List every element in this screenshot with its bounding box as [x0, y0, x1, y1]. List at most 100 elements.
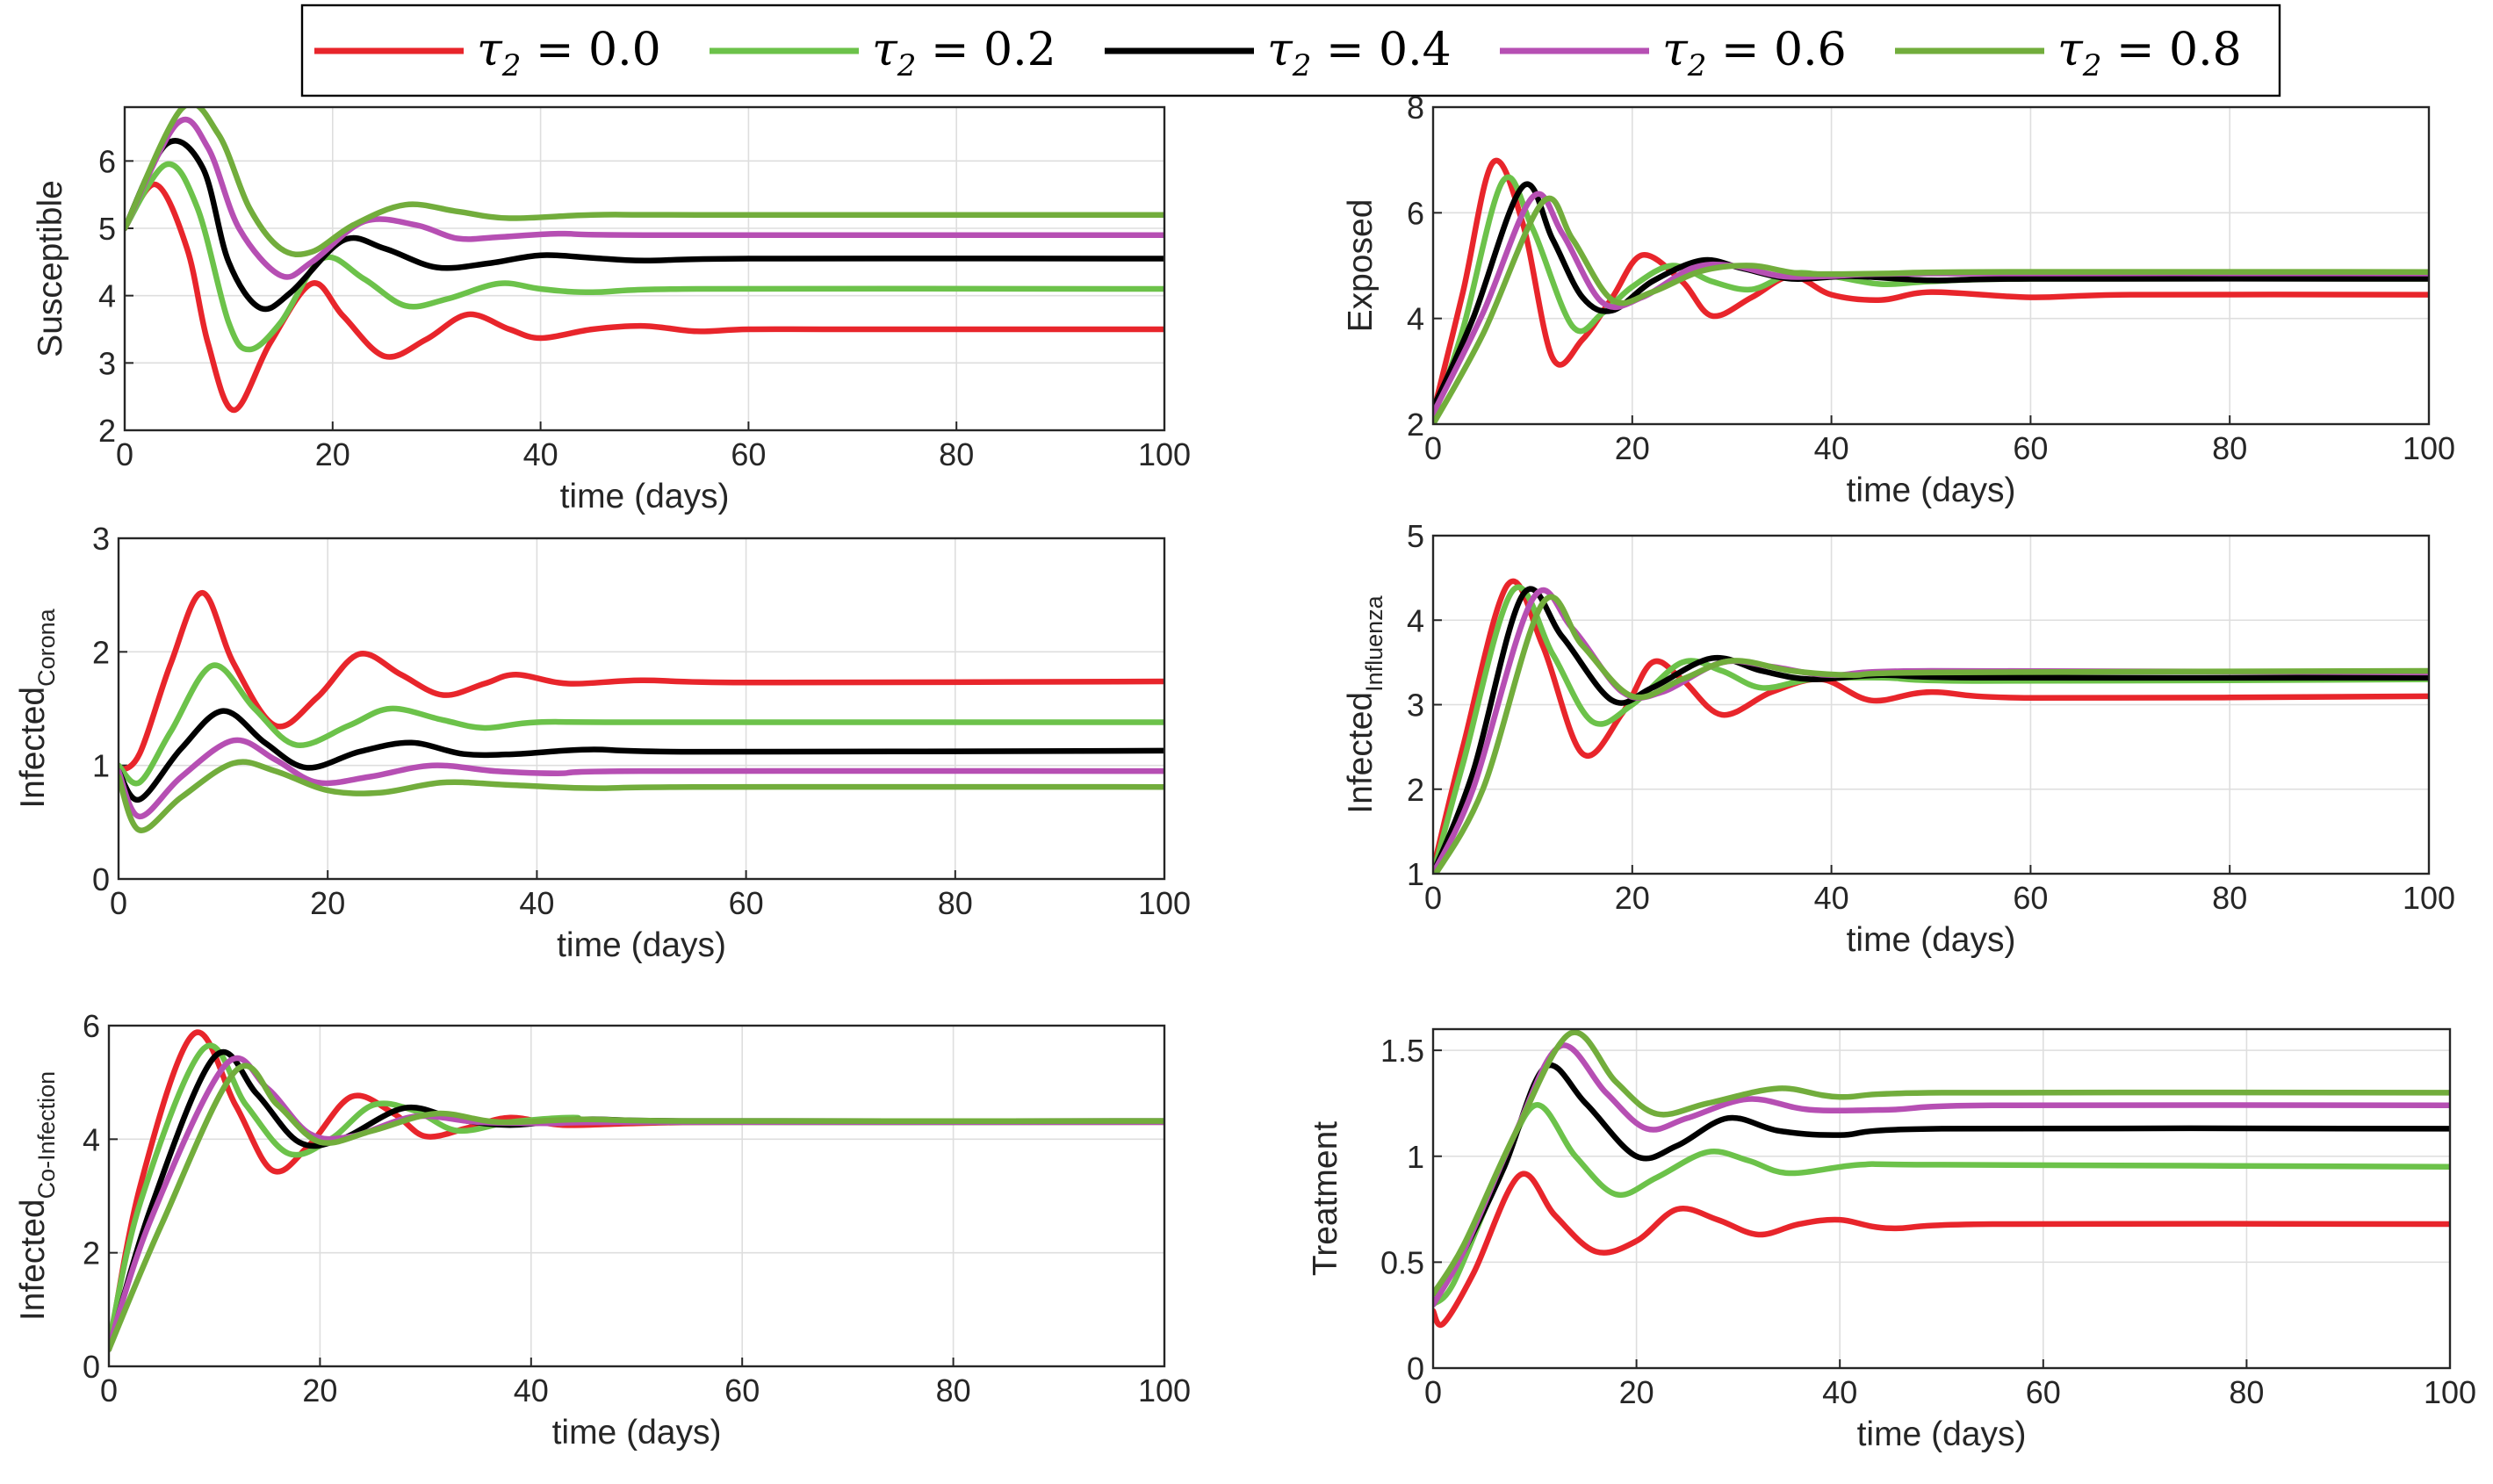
x-tick-label: 100: [2424, 1374, 2476, 1410]
x-tick-label: 40: [1814, 430, 1849, 466]
series-line: [1433, 1029, 2450, 1297]
series-line: [125, 181, 1164, 414]
axes-frame: [107, 1024, 1166, 1368]
y-axis-label-subscript: Corona: [33, 608, 60, 687]
legend-label: τ2 = 0.2: [872, 24, 1056, 83]
x-tick-label: 0: [100, 1372, 118, 1408]
x-tick-label: 60: [729, 885, 764, 921]
series-line: [125, 161, 1164, 353]
y-axis-label-main: Exposed: [1342, 199, 1380, 333]
y-tick-label: 4: [83, 1121, 100, 1157]
x-tick-label: 60: [724, 1372, 760, 1408]
legend-label: τ2 = 0.6: [1662, 24, 1847, 83]
series-line: [1433, 1171, 2450, 1329]
legend-value: = 0.0: [521, 24, 660, 76]
series-line: [125, 138, 1164, 313]
y-axis-label: Treatment: [1307, 1121, 1344, 1276]
series-line: [119, 662, 1164, 787]
legend-subscript: 2: [2082, 48, 2102, 83]
series-line: [119, 759, 1164, 833]
legend-symbol: τ: [2057, 24, 2084, 76]
legend-label: τ2 = 0.8: [2057, 24, 2242, 83]
legend-subscript: 2: [501, 48, 522, 83]
y-tick-label: 1: [92, 748, 110, 784]
legend-value: = 0.8: [2101, 24, 2241, 76]
x-axis-label: time (days): [1847, 472, 2016, 509]
y-tick-label: 2: [1407, 407, 1424, 443]
legend-entry: τ2 = 0.0: [314, 24, 661, 83]
series-group: [119, 589, 1164, 833]
y-tick-label: 3: [98, 345, 116, 381]
x-tick-label: 40: [519, 885, 554, 921]
subplot: 0 20 40 60 80 100 0 2 4 6 time (days) InfectedCo-In…: [14, 1008, 1191, 1452]
series-group: [1433, 1029, 2450, 1329]
series-line: [109, 1063, 1164, 1352]
x-axis-label: time (days): [557, 926, 726, 964]
legend-entry: τ2 = 0.4: [1105, 24, 1452, 83]
x-tick-label: 60: [731, 436, 766, 472]
y-tick-label: 4: [1407, 602, 1424, 638]
legend-label: τ2 = 0.4: [1267, 24, 1452, 83]
subplot: 0 20 40 60 80 100 1 2 3 4 5 time (days) InfectedInfl…: [1342, 518, 2455, 959]
subplot: 0 20 40 60 80 100 2 4 6 8 time (days) Exposed: [1342, 90, 2455, 509]
legend-entry: τ2 = 0.2: [710, 24, 1056, 83]
legend-value: = 0.6: [1706, 24, 1846, 76]
legend-entry: τ2 = 0.8: [1895, 24, 2242, 83]
x-tick-label: 80: [936, 1372, 971, 1408]
plot-area: [1433, 1029, 2450, 1368]
x-axis-label: time (days): [1857, 1416, 2027, 1453]
y-tick-label: 0: [1407, 1351, 1424, 1387]
legend-label: τ2 = 0.0: [477, 24, 661, 83]
y-tick-label: 3: [92, 521, 110, 557]
series-line: [125, 116, 1164, 280]
plot-area: [119, 538, 1164, 879]
x-axis-label: time (days): [560, 478, 730, 515]
x-tick-label: 80: [2229, 1374, 2264, 1410]
axes-frame: [117, 537, 1166, 881]
x-tick-label: 20: [302, 1372, 337, 1408]
x-tick-label: 20: [1615, 880, 1650, 916]
series-line: [1433, 195, 2429, 424]
x-tick-label: 40: [514, 1372, 549, 1408]
y-tick-label: 1: [1407, 1139, 1424, 1175]
x-tick-label: 0: [1424, 430, 1442, 466]
y-axis-label-main: Susceptible: [32, 180, 69, 357]
x-tick-label: 80: [2212, 880, 2247, 916]
axes-frame: [123, 105, 1166, 432]
y-tick-label: 8: [1407, 90, 1424, 126]
y-tick-label: 6: [1407, 195, 1424, 231]
y-axis-label: InfectedCorona: [14, 608, 60, 808]
legend-value: = 0.4: [1311, 24, 1451, 76]
axes-frame: [1431, 1027, 2452, 1370]
legend-symbol: τ: [477, 24, 503, 76]
x-tick-label: 60: [2013, 430, 2048, 466]
x-tick-label: 0: [1424, 880, 1442, 916]
series-line: [1433, 584, 2429, 874]
y-tick-label: 4: [98, 278, 116, 314]
series-group: [1433, 157, 2429, 424]
y-tick-label: 0: [83, 1349, 100, 1385]
x-tick-label: 0: [1424, 1374, 1442, 1410]
x-tick-label: 100: [1138, 436, 1191, 472]
x-tick-label: 100: [2403, 430, 2455, 466]
y-tick-label: 2: [83, 1235, 100, 1271]
legend-entry: τ2 = 0.6: [1500, 24, 1847, 83]
y-tick-label: 4: [1407, 301, 1424, 337]
x-tick-label: 20: [1619, 1374, 1654, 1410]
x-tick-label: 100: [1138, 1372, 1191, 1408]
plot-area: [1433, 107, 2429, 424]
x-tick-label: 20: [315, 436, 350, 472]
y-tick-label: 6: [83, 1008, 100, 1044]
y-axis-label: InfectedCo-Infection: [14, 1071, 60, 1321]
plot-area: [125, 107, 1164, 430]
y-axis-label-main: Infected: [14, 1199, 52, 1321]
series-line: [1433, 181, 2429, 412]
y-axis-label-subscript: Co-Infection: [33, 1071, 60, 1199]
series-line: [119, 737, 1164, 820]
subplot: 0 20 40 60 80 100 2 3 4 5 6 time (days) Susceptible: [32, 105, 1191, 515]
x-axis-label: time (days): [552, 1414, 722, 1452]
series-line: [1433, 586, 2429, 874]
legend-subscript: 2: [1687, 48, 1707, 83]
